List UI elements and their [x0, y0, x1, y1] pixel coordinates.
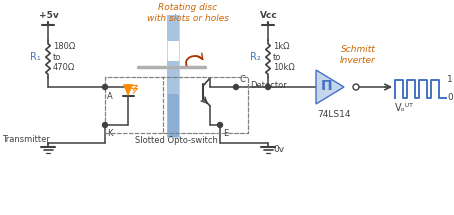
Text: 1: 1	[447, 75, 453, 84]
Polygon shape	[316, 70, 344, 104]
Text: 180Ω
to
470Ω: 180Ω to 470Ω	[53, 42, 75, 72]
Text: Transmitter: Transmitter	[2, 135, 50, 144]
Text: 0: 0	[447, 94, 453, 103]
Text: Π: Π	[321, 79, 333, 93]
Text: Vcc: Vcc	[260, 11, 278, 20]
Text: A: A	[107, 92, 113, 101]
Bar	[167, 15, 179, 137]
Text: C: C	[239, 75, 245, 84]
Text: 1kΩ
to
10kΩ: 1kΩ to 10kΩ	[273, 42, 295, 72]
Bar	[167, 15, 179, 137]
Circle shape	[103, 123, 108, 127]
Circle shape	[217, 123, 222, 127]
Circle shape	[103, 84, 108, 89]
Text: Schmitt
Inverter: Schmitt Inverter	[340, 45, 376, 65]
Text: +5v: +5v	[39, 11, 59, 20]
Text: Slotted Opto-switch: Slotted Opto-switch	[135, 136, 218, 145]
Text: R₂: R₂	[250, 52, 261, 62]
Polygon shape	[123, 84, 133, 95]
Text: R₁: R₁	[30, 52, 41, 62]
Text: 0v: 0v	[273, 144, 284, 154]
Text: Vₒᵁᵀ: Vₒᵁᵀ	[395, 103, 414, 113]
Text: Rotating disc
with slots or holes: Rotating disc with slots or holes	[147, 3, 229, 23]
Bar	[167, 94, 179, 137]
Text: 74LS14: 74LS14	[317, 110, 351, 119]
Text: Detector: Detector	[250, 80, 287, 89]
Circle shape	[266, 84, 271, 89]
Text: K: K	[107, 129, 113, 138]
Circle shape	[233, 84, 238, 89]
Bar	[167, 41, 179, 61]
Text: E: E	[223, 129, 228, 138]
